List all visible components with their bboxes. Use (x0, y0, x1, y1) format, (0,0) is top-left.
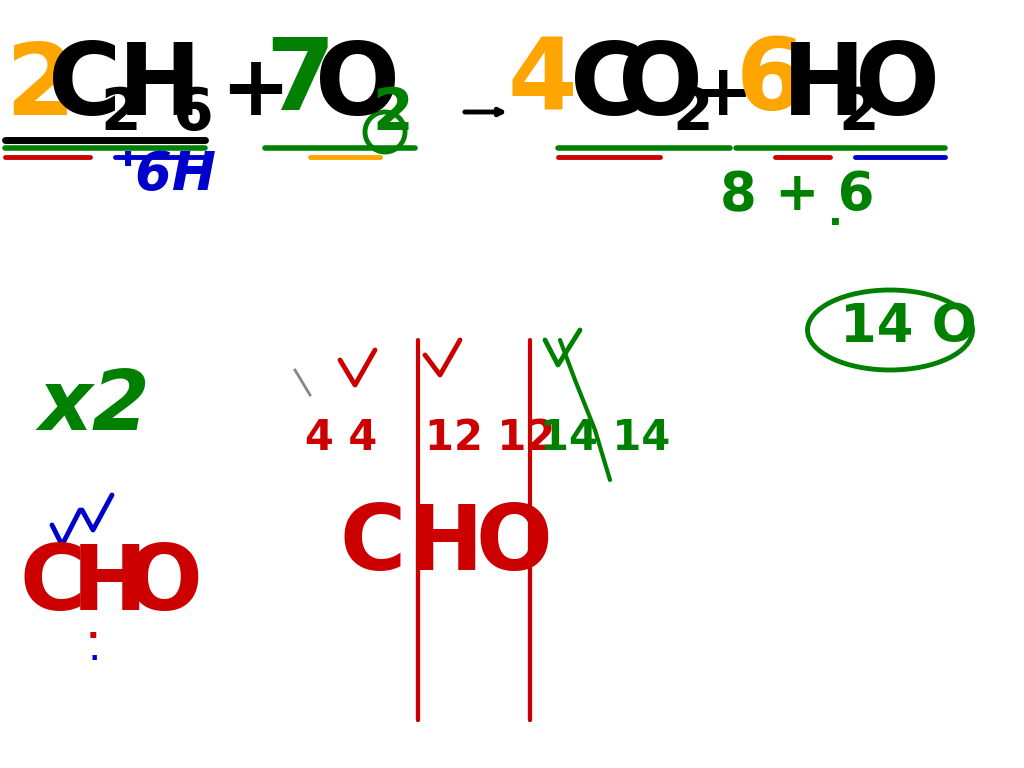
Text: C: C (340, 501, 407, 589)
Text: 6: 6 (736, 34, 806, 131)
Text: 7: 7 (265, 34, 335, 131)
Text: 12 12: 12 12 (425, 417, 555, 459)
Text: H: H (72, 541, 147, 629)
Text: 6: 6 (172, 85, 213, 142)
Text: C: C (20, 541, 86, 629)
Text: H: H (782, 39, 865, 136)
Text: '6H: '6H (120, 149, 217, 201)
Text: O: O (855, 39, 940, 136)
Text: +: + (692, 61, 753, 130)
Text: 14 O: 14 O (840, 301, 977, 353)
Text: 2: 2 (100, 85, 140, 142)
Text: 2: 2 (838, 85, 879, 142)
Text: H: H (118, 39, 202, 136)
Text: 2: 2 (672, 85, 713, 142)
Text: O: O (125, 541, 202, 629)
Text: 14 14: 14 14 (540, 417, 671, 459)
Text: H: H (408, 501, 483, 589)
Text: O: O (475, 501, 552, 589)
Text: 8 + 6: 8 + 6 (720, 169, 874, 221)
Text: .: . (828, 195, 843, 233)
Text: O: O (618, 39, 703, 136)
Text: 2: 2 (5, 39, 75, 136)
Text: C: C (570, 39, 643, 136)
Text: 2: 2 (372, 85, 413, 142)
Text: .: . (87, 612, 99, 645)
Text: .: . (90, 641, 99, 665)
Text: 4: 4 (508, 34, 578, 131)
Text: C: C (48, 39, 122, 136)
Text: 4 4: 4 4 (305, 417, 377, 459)
Text: O: O (315, 39, 400, 136)
Text: x2: x2 (38, 366, 150, 447)
Text: +: + (220, 51, 290, 132)
